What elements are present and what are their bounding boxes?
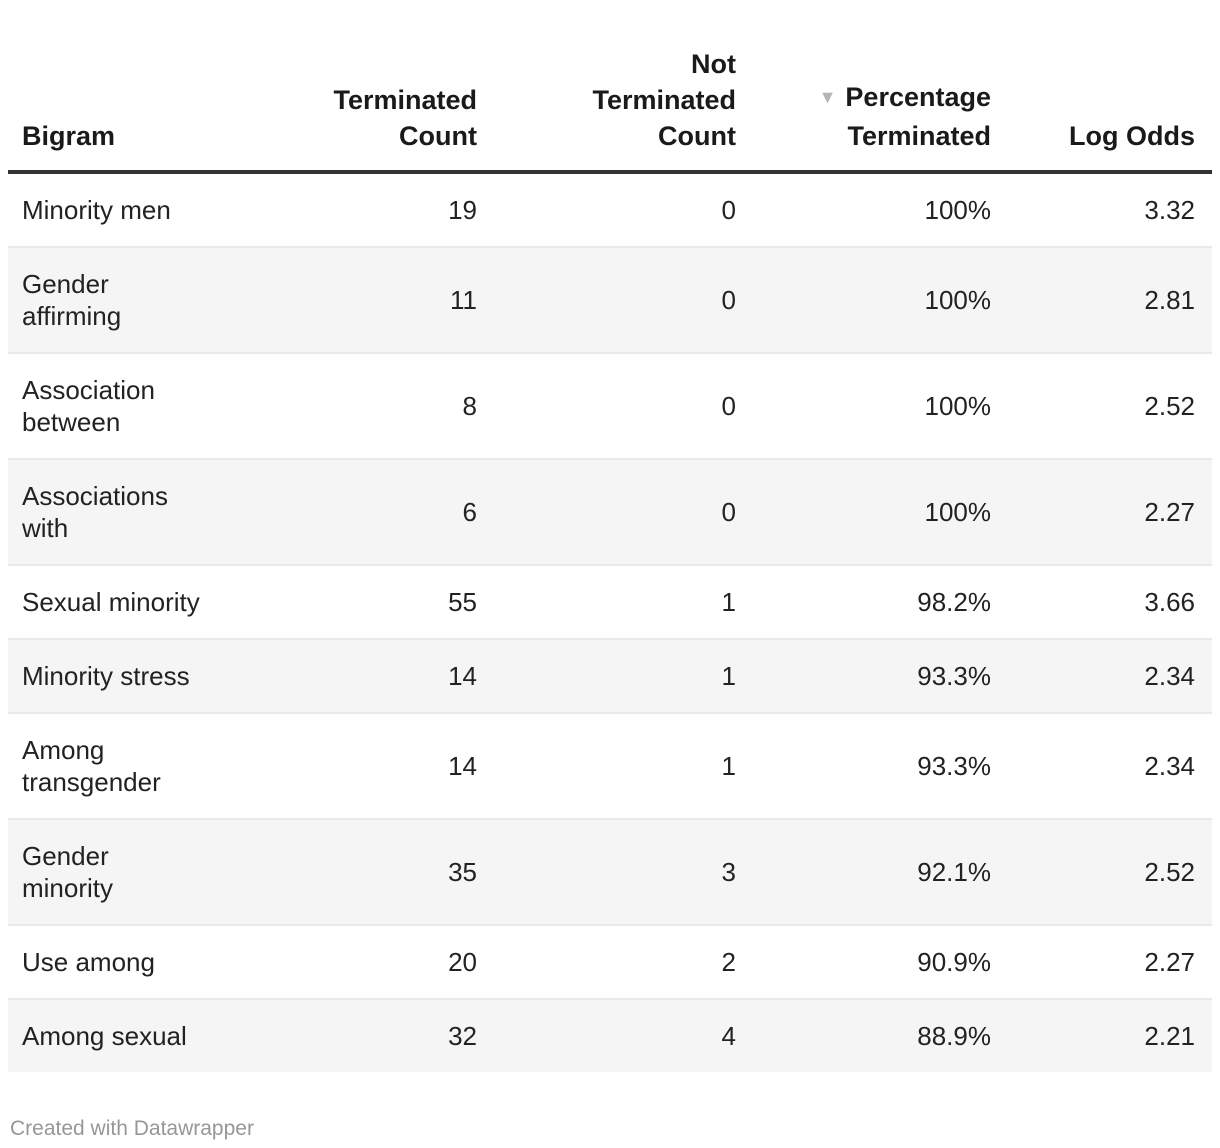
- bigram-table: Bigram Terminated Count Not Terminated C…: [8, 0, 1212, 1072]
- bigram-cell: Minority men: [22, 195, 171, 225]
- log-odds-cell: 2.34: [1008, 712, 1212, 819]
- table-row: Minority stress 14 1 93.3% 2.34: [8, 638, 1212, 713]
- log-odds-cell: 2.27: [1008, 458, 1212, 565]
- table-row: Sexual minority 55 1 98.2% 3.66: [8, 564, 1212, 639]
- column-header-not-terminated-count[interactable]: Not Terminated Count: [494, 0, 753, 174]
- column-header-terminated-count[interactable]: Terminated Count: [262, 0, 494, 174]
- not-terminated-count-cell: 1: [494, 638, 753, 713]
- not-terminated-count-cell: 0: [494, 352, 753, 459]
- datawrapper-credit-link[interactable]: Created with Datawrapper: [10, 1117, 254, 1140]
- table-body: Minority men 19 0 100% 3.32 Gender affir…: [8, 172, 1212, 1072]
- column-header-log-odds[interactable]: Log Odds: [1008, 0, 1212, 174]
- percentage-terminated-cell: 100%: [753, 352, 1008, 459]
- percentage-terminated-cell: 98.2%: [753, 564, 1008, 639]
- table-row: Use among 20 2 90.9% 2.27: [8, 924, 1212, 999]
- terminated-count-cell: 8: [262, 352, 494, 459]
- log-odds-cell: 2.52: [1008, 818, 1212, 925]
- bigram-cell: Among transgender: [8, 712, 262, 819]
- bigram-cell: Use among: [8, 924, 262, 999]
- percentage-terminated-cell: 92.1%: [753, 818, 1008, 925]
- not-terminated-count-cell: 0: [721, 195, 736, 225]
- log-odds-cell: 2.52: [1008, 352, 1212, 459]
- table-row: Association between 8 0 100% 2.52: [8, 352, 1212, 459]
- table-row: Gender affirming 11 0 100% 2.81: [8, 246, 1212, 353]
- table-row: Among sexual 32 4 88.9% 2.21: [8, 998, 1212, 1072]
- terminated-count-cell: 55: [262, 564, 494, 639]
- percentage-terminated-cell: 88.9%: [753, 998, 1008, 1072]
- sort-descending-icon: ▼: [818, 87, 837, 107]
- terminated-count-cell: 35: [262, 818, 494, 925]
- not-terminated-count-cell: 2: [494, 924, 753, 999]
- terminated-count-cell: 20: [262, 924, 494, 999]
- not-terminated-count-cell: 0: [494, 458, 753, 565]
- log-odds-cell: 3.32: [1144, 195, 1195, 225]
- percentage-terminated-cell: 100%: [753, 246, 1008, 353]
- log-odds-cell: 2.81: [1008, 246, 1212, 353]
- terminated-count-cell: 19: [448, 195, 477, 225]
- bigram-cell: Sexual minority: [8, 564, 262, 639]
- table-row: Associations with 6 0 100% 2.27: [8, 458, 1212, 565]
- log-odds-cell: 2.27: [1008, 924, 1212, 999]
- log-odds-cell: 2.34: [1008, 638, 1212, 713]
- column-header-bigram[interactable]: Bigram: [8, 0, 262, 174]
- bigram-cell: Association between: [8, 352, 262, 459]
- not-terminated-count-cell: 0: [494, 246, 753, 353]
- column-header-percentage-terminated[interactable]: ▼ Percentage Terminated: [753, 0, 1008, 174]
- not-terminated-count-cell: 4: [494, 998, 753, 1072]
- footer-attribution: Created with Datawrapper: [10, 1116, 1220, 1142]
- not-terminated-count-cell: 3: [494, 818, 753, 925]
- bigram-cell: Minority stress: [8, 638, 262, 713]
- table-header: Bigram Terminated Count Not Terminated C…: [8, 0, 1212, 174]
- bigram-cell: Associations with: [8, 458, 262, 565]
- terminated-count-cell: 11: [262, 246, 494, 353]
- terminated-count-cell: 6: [262, 458, 494, 565]
- terminated-count-cell: 14: [262, 638, 494, 713]
- percentage-terminated-cell: 90.9%: [753, 924, 1008, 999]
- bigram-cell: Gender affirming: [8, 246, 262, 353]
- header-row: Bigram Terminated Count Not Terminated C…: [8, 0, 1212, 174]
- bigram-cell: Gender minority: [8, 818, 262, 925]
- table-row: Gender minority 35 3 92.1% 2.52: [8, 818, 1212, 925]
- column-header-label: Percentage Terminated: [845, 82, 991, 151]
- terminated-count-cell: 14: [262, 712, 494, 819]
- table-row: Minority men 19 0 100% 3.32: [8, 172, 1212, 247]
- percentage-terminated-cell: 100%: [924, 195, 992, 225]
- bigram-cell: Among sexual: [8, 998, 262, 1072]
- log-odds-cell: 2.21: [1008, 998, 1212, 1072]
- not-terminated-count-cell: 1: [494, 564, 753, 639]
- not-terminated-count-cell: 1: [494, 712, 753, 819]
- terminated-count-cell: 32: [262, 998, 494, 1072]
- percentage-terminated-cell: 100%: [753, 458, 1008, 565]
- log-odds-cell: 3.66: [1008, 564, 1212, 639]
- percentage-terminated-cell: 93.3%: [753, 638, 1008, 713]
- percentage-terminated-cell: 93.3%: [753, 712, 1008, 819]
- table-row: Among transgender 14 1 93.3% 2.34: [8, 712, 1212, 819]
